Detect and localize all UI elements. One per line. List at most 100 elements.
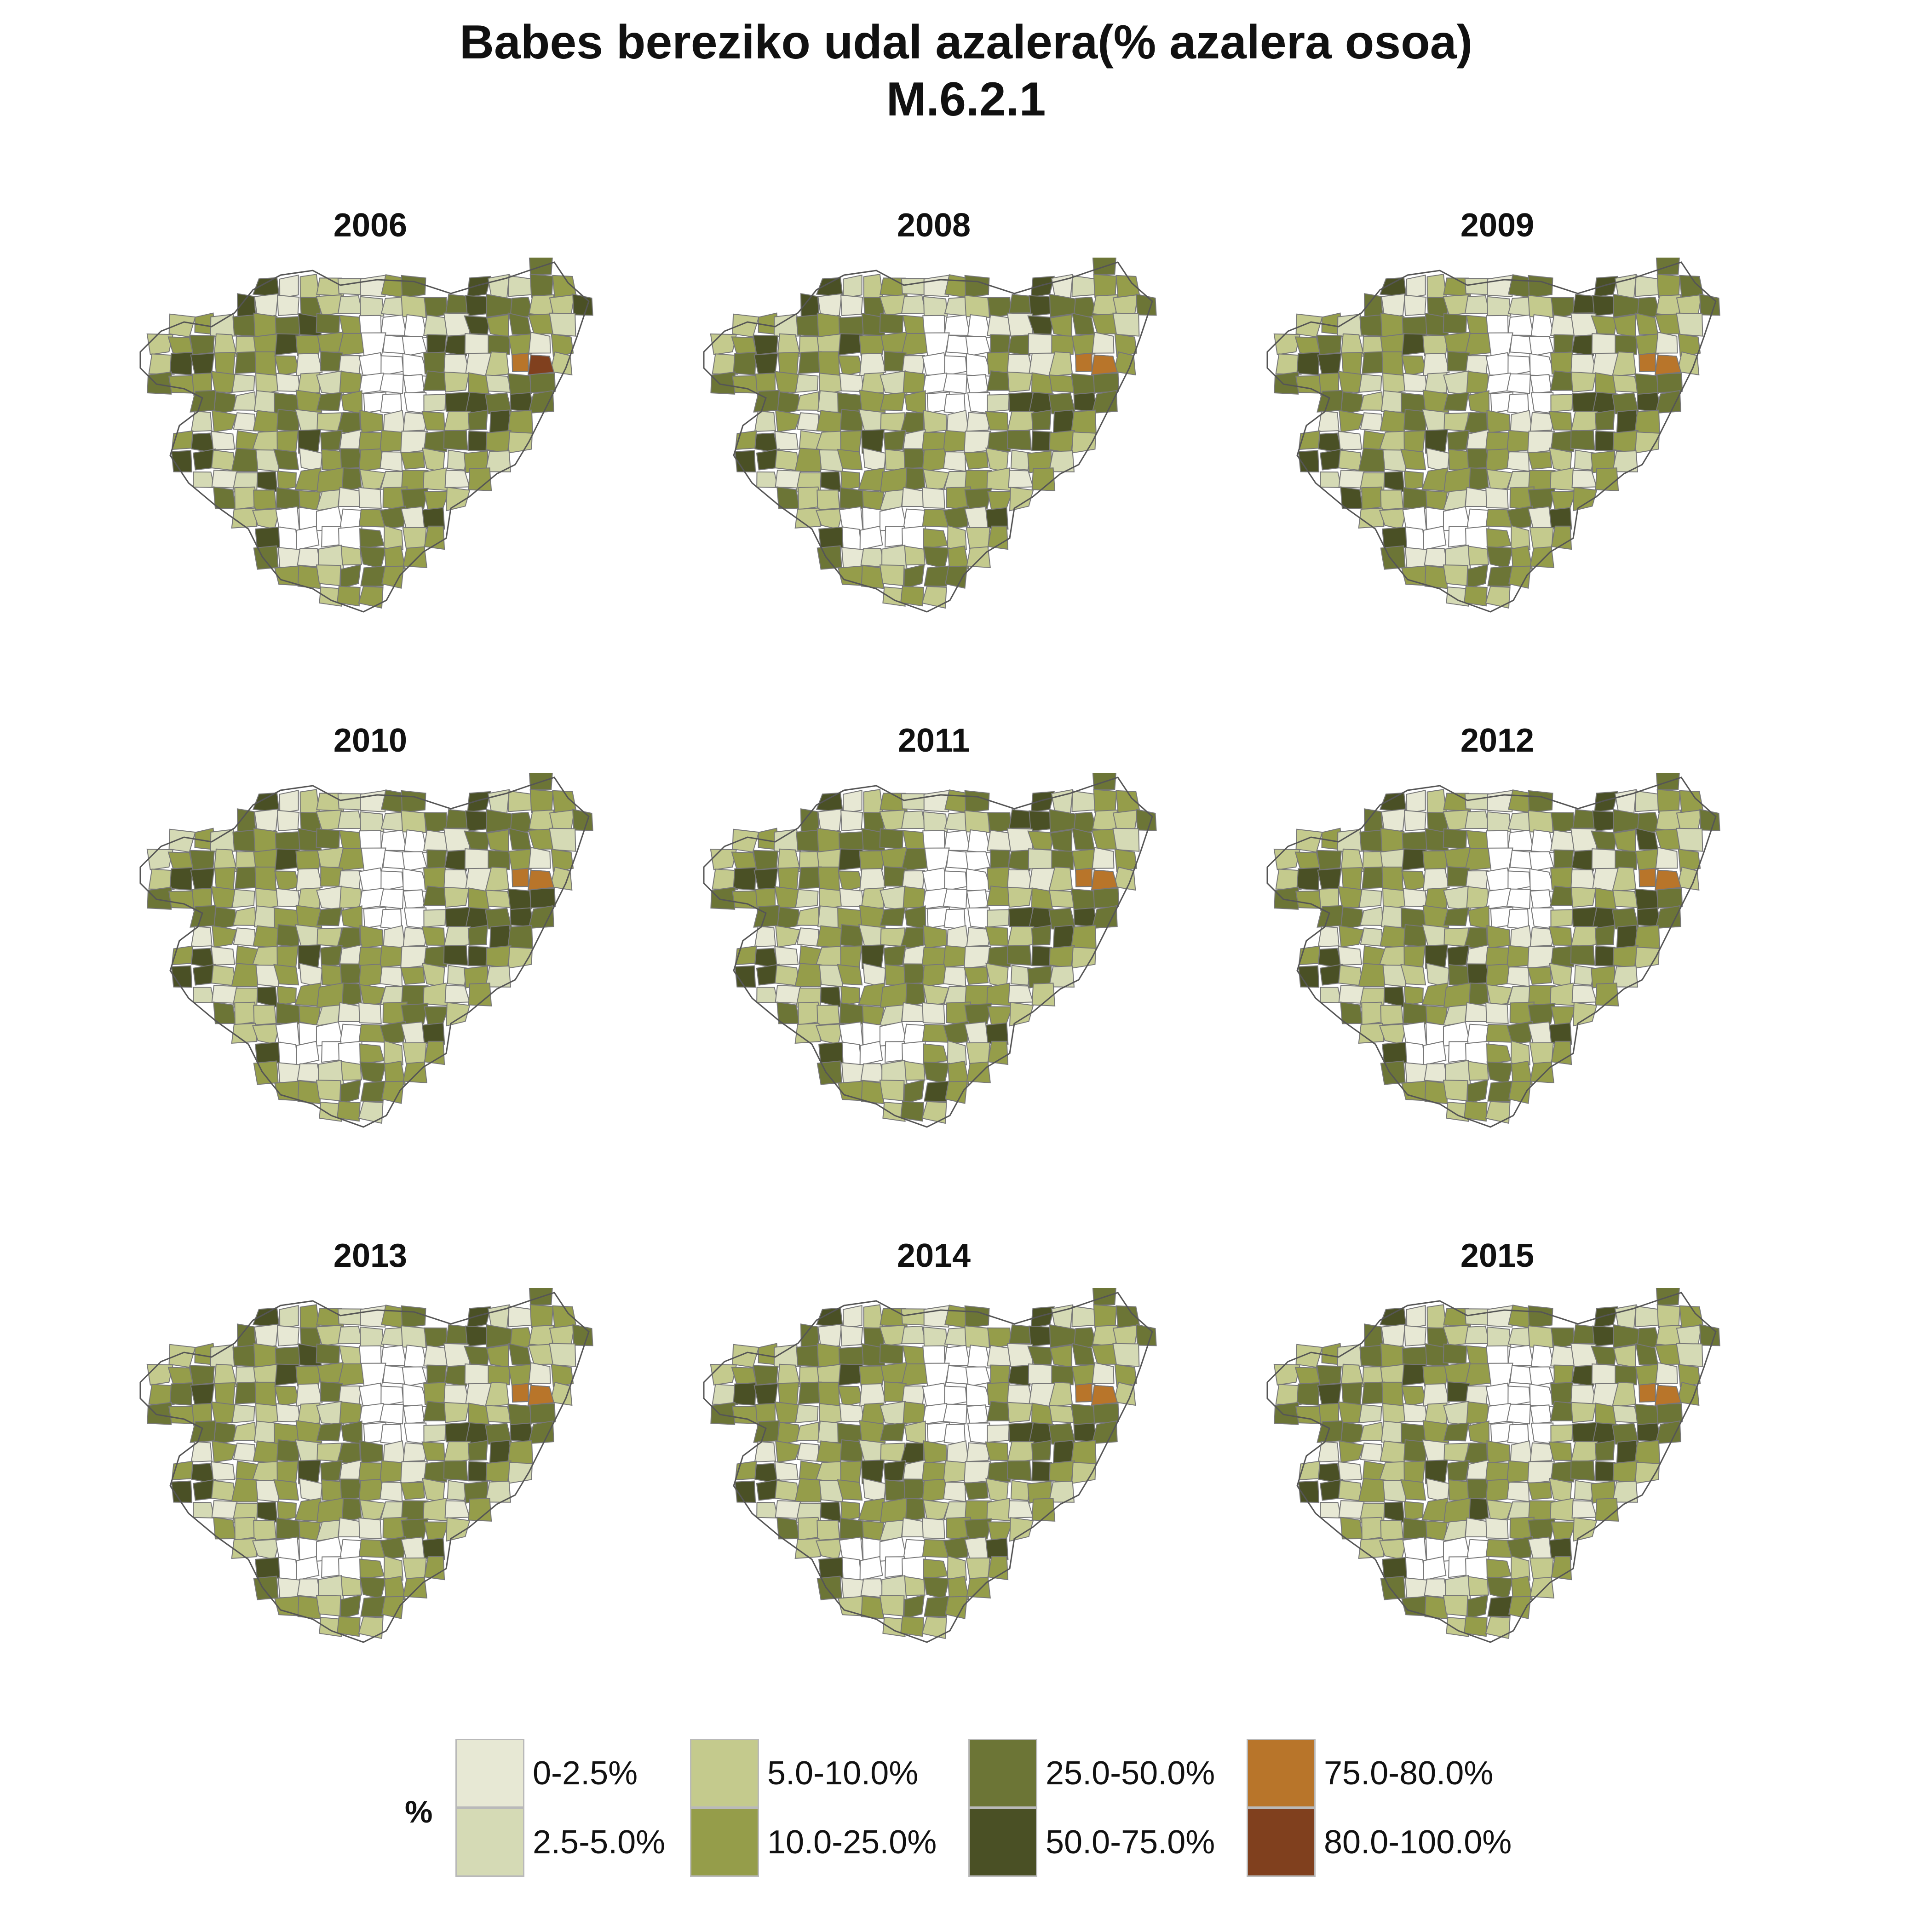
municipality-area: [883, 1460, 906, 1482]
municipality-area: [944, 829, 971, 851]
municipality-area: [1009, 1002, 1034, 1027]
municipality-area: [424, 491, 449, 512]
municipality-area: [340, 546, 362, 566]
map-panel-2008: 2008: [692, 207, 1263, 667]
municipality-area: [1403, 1460, 1426, 1484]
municipality-area: [773, 829, 801, 852]
municipality-area: [1070, 409, 1097, 434]
municipality-area: [359, 1043, 385, 1064]
municipality-area: [1486, 1043, 1512, 1064]
municipality-area: [753, 1383, 778, 1406]
municipality-area: [400, 966, 426, 985]
municipality-area: [840, 471, 860, 491]
municipality-area: [965, 851, 991, 872]
municipality-area: [1402, 333, 1426, 356]
municipality-area: [231, 1538, 258, 1559]
municipality-area: [316, 907, 342, 926]
municipality-area: [1678, 848, 1701, 873]
municipality-area: [1656, 789, 1681, 813]
municipality-area: [1655, 905, 1681, 929]
municipality-area: [1027, 315, 1054, 335]
municipality-area: [443, 886, 470, 908]
municipality-area: [1071, 1364, 1096, 1388]
municipality-area: [1362, 866, 1386, 889]
municipality-area: [1443, 392, 1469, 411]
legend-swatch: [1247, 1739, 1316, 1808]
municipality-area: [794, 448, 822, 472]
municipality-area: [316, 1422, 342, 1442]
choropleth-map: [703, 258, 1157, 613]
municipality-area: [1570, 430, 1595, 451]
municipality-area: [1486, 811, 1512, 833]
municipality-area: [732, 828, 759, 853]
municipality-area: [381, 565, 404, 589]
municipality-area: [1507, 1345, 1534, 1367]
municipality-area: [943, 1403, 967, 1425]
municipality-area: [1529, 1366, 1554, 1387]
municipality-area: [795, 1404, 819, 1423]
municipality-area: [253, 1520, 277, 1541]
municipality-area: [1551, 525, 1572, 550]
legend-item: 25.0-50.0%: [968, 1739, 1215, 1808]
municipality-area: [1467, 1420, 1490, 1445]
municipality-area: [1467, 390, 1490, 414]
municipality-area: [922, 984, 949, 1006]
municipality-area: [443, 1460, 468, 1481]
municipality-area: [1613, 1344, 1636, 1368]
municipality-area: [966, 412, 992, 432]
municipality-area: [883, 430, 906, 451]
municipality-area: [169, 351, 193, 376]
municipality-area: [213, 1001, 236, 1024]
municipality-area: [859, 1556, 883, 1581]
municipality-area: [1549, 1022, 1572, 1045]
municipality-area: [277, 1577, 301, 1598]
municipality-area: [253, 545, 279, 570]
municipality-area: [1422, 868, 1450, 891]
map-panel-2012: 2012: [1256, 722, 1826, 1182]
municipality-area: [168, 375, 196, 394]
province-outline: [1266, 261, 1717, 613]
municipality-area: [1634, 1462, 1660, 1484]
municipality-area: [840, 1325, 863, 1347]
municipality-area: [1009, 1517, 1034, 1542]
municipality-area: [464, 315, 491, 335]
municipality-area-high: [527, 354, 555, 376]
municipality-area: [168, 1405, 196, 1424]
municipality-area: [1615, 1365, 1638, 1386]
municipality-area: [859, 353, 886, 376]
municipality-area: [468, 431, 490, 451]
municipality-area: [359, 1576, 387, 1599]
municipality-area: [756, 987, 779, 1003]
municipality-area: [235, 1381, 259, 1404]
municipality-area: [1551, 1521, 1576, 1542]
municipality-area: [1572, 1517, 1598, 1542]
municipality-area: [1091, 1420, 1118, 1444]
municipality-area: [340, 564, 362, 589]
municipality-area: [924, 1596, 950, 1617]
map-title: Babes bereziko udal azalera(% azalera os…: [0, 14, 1932, 128]
choropleth-map: [703, 1288, 1157, 1643]
municipality-area: [253, 925, 281, 949]
municipality-area: [734, 450, 756, 472]
choropleth-map: [139, 773, 593, 1128]
municipality-area: [1486, 296, 1512, 317]
municipality-area: [1360, 412, 1383, 432]
municipality-area: [235, 351, 259, 374]
municipality-area: [943, 451, 966, 472]
municipality-area: [773, 1344, 801, 1368]
municipality-area: [401, 1305, 426, 1328]
municipality-area: [964, 790, 990, 813]
municipality-area: [838, 355, 864, 377]
municipality-area: [468, 946, 490, 966]
panel-year-label: 2009: [1460, 207, 1535, 244]
municipality-area: [190, 1441, 213, 1463]
municipality-area: [837, 1479, 863, 1501]
panel-year-label: 2012: [1460, 722, 1535, 759]
municipality-area: [443, 1402, 470, 1423]
municipality-area: [946, 925, 969, 949]
municipality-area: [1338, 985, 1365, 1004]
municipality-area: [1049, 293, 1076, 318]
municipality-area: [1530, 1442, 1556, 1462]
municipality-area: [1338, 470, 1365, 489]
municipality-area: [798, 866, 822, 889]
